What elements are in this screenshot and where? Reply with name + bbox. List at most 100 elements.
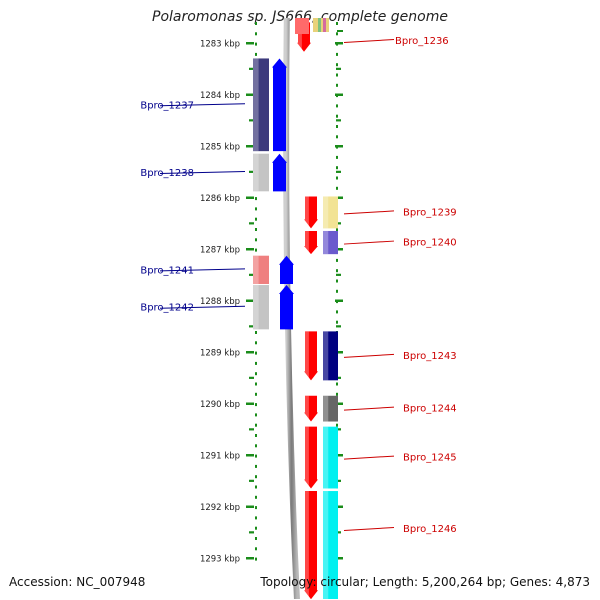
right-gene-track-shade xyxy=(323,331,329,381)
left-minor-tick xyxy=(249,325,254,328)
ruler-kbp-label: 1288 kbp xyxy=(200,297,240,307)
right-ruler-dot xyxy=(336,279,338,283)
right-ruler-dot xyxy=(336,104,338,108)
right-major-tick xyxy=(335,402,343,405)
left-ruler-dot xyxy=(255,516,257,520)
right-minor-tick xyxy=(336,119,341,122)
left-gene-arrow xyxy=(279,285,294,330)
left-major-tick xyxy=(246,42,254,45)
left-ruler-dot xyxy=(255,207,257,211)
left-major-tick xyxy=(246,145,254,148)
left-ruler-dot xyxy=(255,485,257,489)
left-ruler-dot xyxy=(255,32,257,36)
left-gene-track-bar xyxy=(253,58,269,152)
left-ruler-dot xyxy=(255,217,257,221)
right-gene-arrow-shade xyxy=(304,426,309,489)
left-minor-tick xyxy=(249,67,254,70)
right-minor-tick xyxy=(336,376,341,379)
right-ruler-dot xyxy=(336,228,338,231)
left-ruler-dot xyxy=(255,454,257,458)
ruler-kbp-label: 1293 kbp xyxy=(200,555,240,565)
right-gene-track-bar xyxy=(323,491,338,599)
right-major-tick xyxy=(335,93,343,96)
ruler-kbp-label: 1290 kbp xyxy=(200,400,240,410)
right-minor-tick xyxy=(336,67,341,70)
right-minor-tick xyxy=(337,30,343,32)
ruler-kbp-label: 1283 kbp xyxy=(200,40,240,50)
right-gene-label: Bpro_1244 xyxy=(403,404,457,415)
left-ruler-dot xyxy=(255,42,257,46)
left-ruler-dot xyxy=(255,423,257,427)
left-gene-track-shade xyxy=(253,255,259,285)
right-gene-arrow xyxy=(304,230,318,255)
ruler-kbp-label: 1291 kbp xyxy=(200,452,240,462)
right-gene-leader-line xyxy=(343,39,395,43)
right-major-tick xyxy=(335,42,343,45)
left-gene-arrow xyxy=(272,153,287,192)
right-gene-label: Bpro_1239 xyxy=(403,207,457,218)
left-ruler-dot xyxy=(255,444,257,448)
left-minor-tick xyxy=(249,531,254,534)
left-minor-tick xyxy=(249,479,254,482)
right-gene-arrow-shade xyxy=(304,331,309,381)
left-minor-tick xyxy=(249,428,254,431)
left-ruler-dot xyxy=(255,475,257,479)
right-gene-arrow-shade xyxy=(304,491,309,599)
left-major-tick xyxy=(246,402,254,405)
left-ruler-dot xyxy=(255,341,257,345)
left-ruler-dot xyxy=(255,547,257,551)
left-gene-leader-line xyxy=(159,171,246,175)
right-minor-tick xyxy=(336,531,341,534)
left-major-tick xyxy=(246,248,254,251)
right-major-tick xyxy=(335,248,343,251)
ruler-kbp-label: 1287 kbp xyxy=(200,246,240,256)
right-ruler-dot xyxy=(336,83,338,87)
left-ruler-dot xyxy=(255,495,257,499)
right-gene-leader-line xyxy=(343,406,395,411)
accession-text: Accession: NC_007948 xyxy=(9,575,146,589)
right-gene-track-bar xyxy=(323,395,338,422)
right-gene-arrow-shade xyxy=(304,230,309,255)
left-ruler-dot xyxy=(255,557,257,561)
left-ruler-dot xyxy=(255,238,257,242)
right-ruler-dot xyxy=(336,258,338,262)
right-gene-track-stripe xyxy=(323,18,326,32)
right-ruler-dot xyxy=(336,52,338,56)
right-ruler-dot xyxy=(336,186,338,190)
right-gene-leader-line xyxy=(343,210,395,215)
right-ruler-dot xyxy=(336,289,338,293)
left-ruler-dot xyxy=(255,248,257,252)
feature-layer xyxy=(253,18,338,599)
left-major-tick xyxy=(246,93,254,96)
ruler-kbp-label: 1289 kbp xyxy=(200,349,240,359)
left-ruler-dot xyxy=(255,403,257,407)
right-ruler-dot xyxy=(336,310,338,314)
left-ruler-dot xyxy=(255,382,257,386)
left-gene-track-bar xyxy=(253,255,269,285)
partial-feature-top xyxy=(295,18,309,34)
right-major-tick xyxy=(335,454,343,457)
right-major-tick xyxy=(335,196,343,199)
right-gene-label: Bpro_1240 xyxy=(403,238,457,249)
left-ruler-dot xyxy=(255,361,257,365)
left-major-tick xyxy=(246,299,254,302)
right-gene-track-bar xyxy=(323,196,338,229)
right-gene-arrow-shade xyxy=(304,395,309,422)
right-minor-tick xyxy=(336,479,341,482)
right-major-tick xyxy=(335,351,343,354)
right-gene-arrow xyxy=(304,196,318,229)
left-ruler-dot xyxy=(255,372,257,376)
right-ruler-dot xyxy=(336,114,338,118)
left-minor-tick xyxy=(249,170,254,173)
right-gene-arrow xyxy=(304,395,318,422)
right-ruler-dot xyxy=(336,32,338,36)
left-ruler-dot xyxy=(255,392,257,396)
left-gene-arrow xyxy=(272,58,287,152)
right-ruler-dot xyxy=(336,176,338,180)
ruler-kbp-label: 1285 kbp xyxy=(200,143,240,153)
ruler-kbp-label: 1292 kbp xyxy=(200,503,240,513)
right-gene-arrow-shade xyxy=(304,196,309,229)
left-major-tick xyxy=(246,454,254,457)
left-ruler-dot xyxy=(255,506,257,510)
right-gene-track-stripe xyxy=(318,18,321,32)
